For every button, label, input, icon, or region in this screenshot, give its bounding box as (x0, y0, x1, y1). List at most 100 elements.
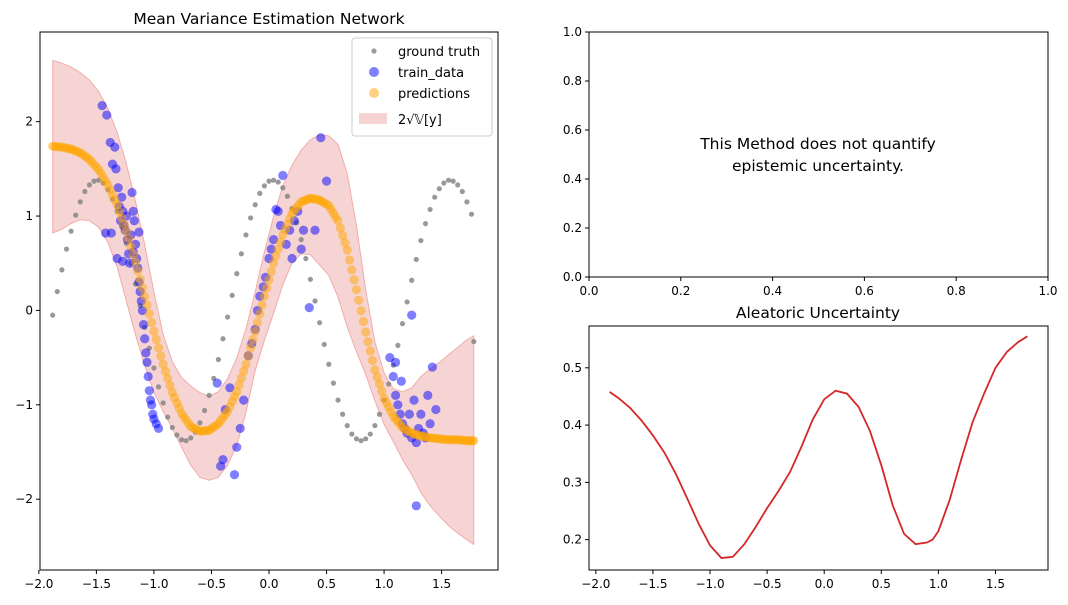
train-data-point (118, 256, 128, 266)
train-data-point (388, 371, 398, 382)
prediction-point (354, 295, 364, 305)
epistemic-y-ticks: 0.0 0.2 0.4 0.6 0.8 1.0 (563, 25, 589, 284)
ground-truth-point (450, 178, 456, 184)
ground-truth-point (317, 320, 323, 326)
ground-truth-point (464, 199, 470, 205)
train-data-point (110, 142, 120, 152)
prediction-point (266, 266, 276, 277)
prediction-point (273, 244, 283, 254)
mve-y-tick-label: −1 (15, 398, 33, 412)
ground-truth-point (312, 298, 318, 304)
train-data-point (390, 357, 401, 367)
ground-truth-point (335, 397, 341, 403)
aleatoric-axes-frame (588, 325, 1049, 571)
mve-y-tick-label: 0 (25, 303, 33, 317)
prediction-point (377, 386, 387, 396)
train-data-point (102, 110, 112, 120)
aleatoric-x-tick-label: −1.5 (638, 577, 667, 591)
ground-truth-point (165, 414, 171, 420)
ground-truth-point (358, 438, 364, 444)
aleatoric-x-tick-label: −0.5 (753, 577, 782, 591)
ground-truth-point (266, 178, 272, 184)
legend-marker-ground-truth (371, 48, 377, 54)
prediction-point (351, 285, 362, 295)
train-data-point (212, 378, 222, 388)
train-data-point (129, 216, 139, 226)
epistemic-x-tick-label: 0.2 (671, 284, 690, 298)
ground-truth-point (372, 422, 378, 429)
train-data-point (138, 319, 149, 330)
ground-truth-point (455, 182, 461, 188)
train-data-point (266, 244, 276, 254)
ground-truth-point (229, 292, 235, 298)
epistemic-panel: This Method does not quantify epistemic … (563, 25, 1058, 298)
epistemic-y-tick-label: 0.8 (563, 74, 582, 88)
epistemic-y-tick-label: 0.6 (563, 123, 582, 137)
aleatoric-panel: Aleatoric Uncertainty −2.0 −1.5 −1.0 −0.5 0.… (563, 304, 1049, 591)
epistemic-note-line-1: This Method does not quantify (699, 135, 936, 153)
ground-truth-point (303, 255, 309, 262)
prediction-point (133, 266, 143, 276)
aleatoric-y-tick-label: 0.4 (563, 418, 582, 432)
mve-x-tick-label: −2.0 (24, 577, 53, 591)
ground-truth-point (340, 411, 346, 417)
train-data-point (273, 206, 283, 216)
prediction-point (372, 372, 382, 382)
aleatoric-y-tick-label: 0.2 (563, 533, 582, 547)
ground-truth-point (353, 436, 360, 442)
prediction-point (370, 365, 380, 375)
ground-truth-point (220, 336, 226, 342)
ground-truth-point (386, 381, 392, 387)
train-data-point (142, 357, 152, 367)
ground-truth-point (307, 276, 314, 282)
train-data-point (411, 501, 421, 511)
train-data-point (97, 101, 107, 111)
prediction-point (156, 351, 166, 361)
prediction-point (340, 238, 350, 248)
ground-truth-point (330, 380, 337, 386)
ground-truth-point (395, 342, 401, 348)
prediction-point (264, 275, 274, 285)
ground-truth-point (432, 194, 438, 200)
train-data-point (106, 228, 116, 238)
train-data-point (232, 442, 242, 452)
prediction-point (147, 317, 157, 328)
prediction-point (271, 251, 281, 261)
prediction-point (356, 306, 366, 316)
prediction-point (335, 223, 345, 233)
ground-truth-point (471, 338, 477, 345)
train-data-point (396, 376, 406, 386)
train-data-point (153, 423, 164, 434)
ground-truth-point (86, 182, 93, 188)
ground-truth-point (376, 411, 383, 417)
train-data-point (225, 383, 235, 393)
train-data-point (316, 133, 326, 143)
ground-truth-point (183, 438, 189, 444)
prediction-point (349, 275, 359, 285)
aleatoric-x-tick-label: −2.0 (581, 577, 610, 591)
ground-truth-point (247, 215, 254, 221)
mve-y-ticks: −2 −1 0 1 2 (15, 115, 40, 506)
legend-label-band: 2√𝕍[y] (398, 113, 442, 128)
train-data-point (390, 390, 401, 400)
prediction-point (151, 334, 161, 345)
train-data-point (298, 225, 309, 235)
aleatoric-x-tick-label: 0.0 (815, 577, 834, 591)
ground-truth-point (261, 183, 267, 189)
mve-x-tick-label: 0.0 (259, 577, 278, 591)
ground-truth-point (238, 251, 244, 257)
ground-truth-point (54, 288, 60, 295)
mve-x-ticks: −2.0 −1.5 −1.0 −0.5 0.0 0.5 1.0 1.5 (24, 570, 451, 591)
prediction-point (153, 343, 164, 353)
epistemic-note-line-2: epistemic uncertainty. (732, 157, 904, 175)
train-data-point (127, 187, 137, 198)
prediction-point (338, 230, 348, 241)
prediction-point (255, 309, 265, 319)
epistemic-y-tick-label: 0.2 (563, 221, 582, 235)
ground-truth-point (418, 237, 424, 244)
ground-truth-point (298, 237, 304, 243)
epistemic-y-tick-label: 0.4 (563, 172, 582, 186)
train-data-point (147, 400, 157, 410)
